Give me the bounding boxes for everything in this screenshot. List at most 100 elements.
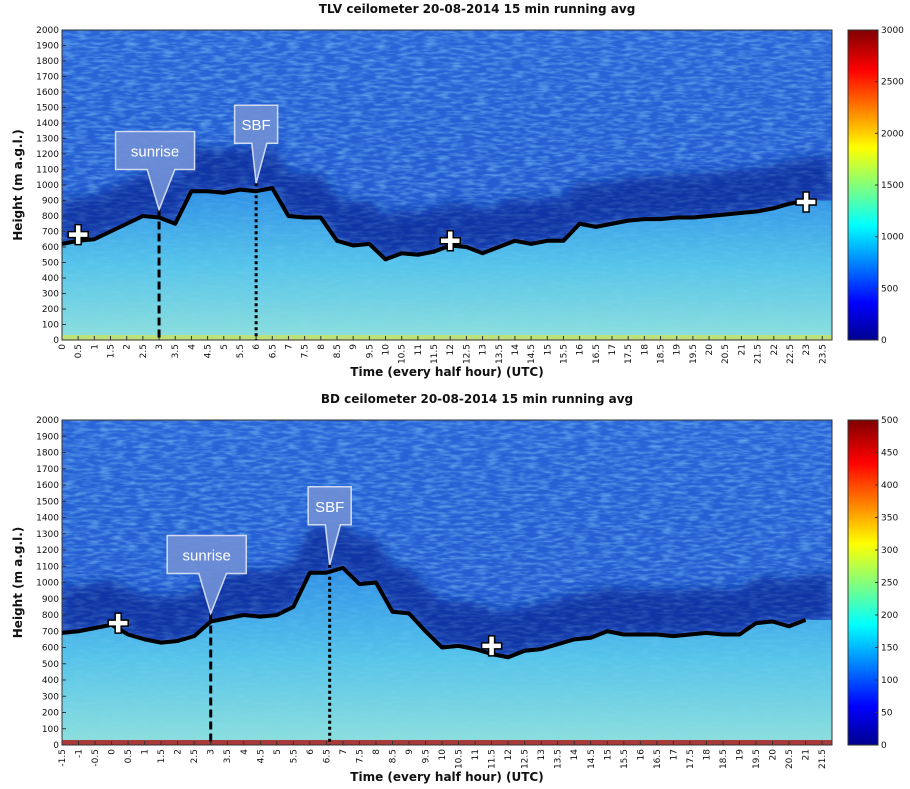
x-tick-label: 17.5	[686, 749, 696, 769]
x-tick-label: 3	[207, 749, 217, 755]
callout-box	[166, 534, 247, 616]
y-tick-label: 200	[42, 305, 59, 315]
x-tick-label: 4	[240, 749, 250, 755]
x-tick-label: 12.5	[462, 344, 472, 364]
x-tick-label: 14.5	[527, 344, 537, 364]
x-tick-label: 1	[141, 749, 151, 755]
x-tick-label: 0	[108, 749, 118, 755]
colorbar-tick-label: 2000	[881, 129, 904, 139]
y-tick-label: 1700	[36, 73, 59, 83]
x-tick-label: 2.5	[190, 749, 200, 763]
x-tick-label: 12.5	[521, 749, 531, 769]
colorbar-tick-label: 1500	[881, 181, 904, 191]
y-tick-label: 800	[42, 212, 59, 222]
x-tick-label: 9.5	[422, 749, 432, 763]
colorbar-tick-label: 400	[881, 481, 898, 491]
y-tick-label: 2000	[36, 416, 59, 426]
x-tick-label: 20	[769, 749, 779, 761]
plus-marker	[439, 230, 461, 252]
x-tick-label: 2	[174, 749, 184, 755]
y-tick-label: 400	[42, 274, 59, 284]
x-tick-label: 7	[284, 344, 294, 350]
y-tick-label: 1400	[36, 119, 59, 129]
x-tick-label: 5	[273, 749, 283, 755]
x-tick-label: 10	[438, 749, 448, 761]
x-tick-label: 20.5	[721, 344, 731, 364]
x-tick-label: 14	[511, 344, 521, 356]
colorbar-tick-label: 1000	[881, 233, 904, 243]
callout-box	[114, 130, 196, 212]
y-tick-label: 1600	[36, 88, 59, 98]
y-tick-label: 500	[42, 660, 59, 670]
panel: TLV ceilometer 20-08-2014 15 min running…	[11, 2, 904, 379]
y-axis-label: Height (m a.g.l.)	[11, 527, 25, 638]
y-tick-label: 300	[42, 692, 59, 702]
colorbar-tick-label: 450	[881, 449, 898, 459]
y-tick-label: 1700	[36, 465, 59, 475]
x-tick-label: 8	[317, 344, 327, 350]
x-tick-label: 18.5	[657, 344, 667, 364]
y-tick-label: 900	[42, 197, 59, 207]
colorbar-tick-label: 150	[881, 644, 898, 654]
x-tick-label: 15.5	[559, 344, 569, 364]
x-tick-label: 9	[349, 344, 359, 350]
ground-strip	[62, 740, 832, 745]
colorbar-tick-label: 500	[881, 284, 898, 294]
x-tick-label: 14.5	[587, 749, 597, 769]
colorbar-tick-label: 0	[881, 741, 887, 751]
y-tick-label: 1200	[36, 150, 59, 160]
x-tick-label: 15	[543, 344, 553, 355]
x-tick-label: 16.5	[592, 344, 602, 364]
x-axis-label: Time (every half hour) (UTC)	[350, 365, 543, 379]
callout-label: SBF	[315, 499, 344, 516]
x-tick-label: 9.5	[365, 344, 375, 358]
x-tick-label: 21	[802, 749, 812, 760]
callout-box	[233, 104, 279, 184]
y-tick-label: 1500	[36, 104, 59, 114]
x-tick-label: 13	[537, 749, 547, 760]
y-tick-label: 100	[42, 725, 59, 735]
x-tick-label: 22.5	[786, 344, 796, 364]
ground-strip	[62, 335, 832, 340]
x-tick-label: 20.5	[785, 749, 795, 769]
chart-title: TLV ceilometer 20-08-2014 15 min running…	[319, 2, 636, 16]
y-tick-label: 700	[42, 228, 59, 238]
heatmap	[62, 30, 832, 340]
boundary-line	[61, 565, 807, 660]
x-tick-label: 22	[770, 344, 780, 355]
x-tick-label: 1	[90, 344, 100, 350]
x-tick-label: 14	[570, 749, 580, 761]
y-tick-label: 200	[42, 709, 59, 719]
x-tick-label: 13	[479, 344, 489, 355]
colorbar-tick-label: 300	[881, 546, 898, 556]
x-tick-label: 16	[576, 344, 586, 356]
x-tick-label: 8	[372, 749, 382, 755]
x-tick-label: 12	[446, 344, 456, 355]
y-tick-label: 800	[42, 611, 59, 621]
x-tick-label: 13.5	[554, 749, 564, 769]
plus-marker	[480, 635, 503, 657]
x-tick-label: 6.5	[268, 344, 278, 358]
y-tick-label: 1300	[36, 530, 59, 540]
y-tick-label: 1900	[36, 42, 59, 52]
x-tick-label: 4.5	[204, 344, 214, 358]
x-tick-label: 8.5	[388, 749, 398, 763]
boundary-line	[61, 186, 807, 262]
y-tick-label: 1100	[36, 562, 59, 572]
x-tick-label: 2	[123, 344, 133, 350]
colorbar	[847, 419, 879, 746]
colorbar-tick-label: 3000	[881, 26, 904, 36]
x-tick-label: 5.5	[236, 344, 246, 358]
x-tick-label: 11.5	[430, 344, 440, 364]
x-tick-label: 0	[58, 344, 68, 350]
x-tick-label: 0.5	[124, 749, 134, 763]
heatmap	[62, 420, 832, 745]
y-tick-label: 100	[42, 321, 59, 331]
y-tick-label: 300	[42, 290, 59, 300]
callout-box	[307, 486, 352, 565]
x-tick-label: 10	[382, 344, 392, 356]
x-tick-label: 6	[306, 749, 316, 755]
colorbar-tick-label: 250	[881, 579, 898, 589]
y-tick-label: 1900	[36, 432, 59, 442]
colorbar-tick-label: 200	[881, 611, 898, 621]
